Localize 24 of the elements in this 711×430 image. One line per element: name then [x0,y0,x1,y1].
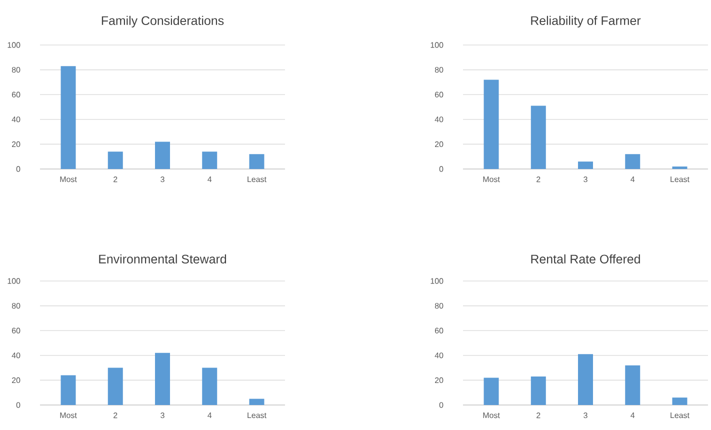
chart-title: Reliability of Farmer [531,16,641,28]
chart-title: Family Considerations [102,16,224,28]
bar [249,154,264,170]
bar [202,368,218,406]
bar [625,365,640,406]
bar [60,375,76,406]
chart-title: Environmental Steward [99,254,226,264]
bar [484,378,499,406]
bar [625,154,640,170]
bar [249,398,264,406]
bar [484,80,499,170]
bar [578,162,594,170]
bar [578,354,594,406]
bar [530,376,546,406]
bar [155,352,170,406]
bar [202,152,218,170]
bar [672,398,688,406]
bar [108,368,123,406]
bar [155,142,170,170]
chart-title: Rental Rate Offered [531,254,640,264]
bar [672,166,688,170]
bar [108,152,123,170]
bar [60,66,76,170]
bar [530,106,546,170]
